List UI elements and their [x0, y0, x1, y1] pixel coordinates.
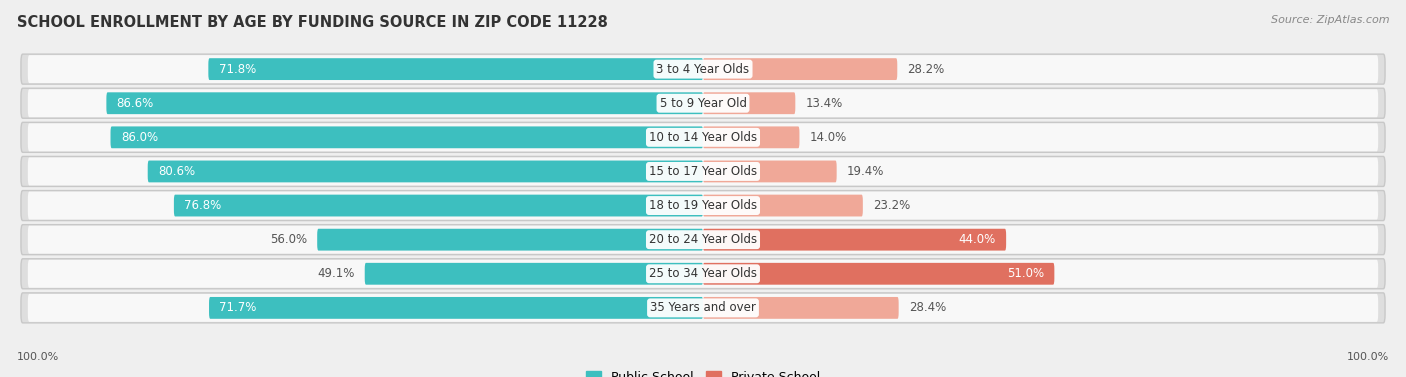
FancyBboxPatch shape — [28, 226, 1378, 254]
Text: 80.6%: 80.6% — [157, 165, 195, 178]
Text: 14.0%: 14.0% — [810, 131, 846, 144]
Text: 76.8%: 76.8% — [184, 199, 222, 212]
FancyBboxPatch shape — [703, 92, 796, 114]
Text: 86.6%: 86.6% — [117, 97, 155, 110]
FancyBboxPatch shape — [21, 122, 1385, 152]
FancyBboxPatch shape — [318, 229, 703, 251]
FancyBboxPatch shape — [21, 88, 1385, 118]
Text: 15 to 17 Year Olds: 15 to 17 Year Olds — [650, 165, 756, 178]
FancyBboxPatch shape — [703, 58, 897, 80]
Legend: Public School, Private School: Public School, Private School — [581, 366, 825, 377]
FancyBboxPatch shape — [21, 259, 1385, 289]
FancyBboxPatch shape — [364, 263, 703, 285]
Text: 28.4%: 28.4% — [910, 301, 946, 314]
Text: 51.0%: 51.0% — [1007, 267, 1045, 280]
FancyBboxPatch shape — [28, 260, 1378, 288]
FancyBboxPatch shape — [208, 58, 703, 80]
FancyBboxPatch shape — [111, 126, 703, 148]
FancyBboxPatch shape — [209, 297, 703, 319]
Text: 10 to 14 Year Olds: 10 to 14 Year Olds — [650, 131, 756, 144]
FancyBboxPatch shape — [28, 55, 1378, 83]
Text: 100.0%: 100.0% — [1347, 352, 1389, 362]
FancyBboxPatch shape — [21, 54, 1385, 84]
Text: 100.0%: 100.0% — [17, 352, 59, 362]
Text: 13.4%: 13.4% — [806, 97, 844, 110]
Text: 56.0%: 56.0% — [270, 233, 307, 246]
FancyBboxPatch shape — [703, 195, 863, 216]
FancyBboxPatch shape — [107, 92, 703, 114]
FancyBboxPatch shape — [28, 123, 1378, 151]
FancyBboxPatch shape — [28, 158, 1378, 185]
Text: Source: ZipAtlas.com: Source: ZipAtlas.com — [1271, 15, 1389, 25]
Text: 49.1%: 49.1% — [316, 267, 354, 280]
FancyBboxPatch shape — [703, 161, 837, 182]
FancyBboxPatch shape — [703, 297, 898, 319]
FancyBboxPatch shape — [28, 294, 1378, 322]
Text: 18 to 19 Year Olds: 18 to 19 Year Olds — [650, 199, 756, 212]
FancyBboxPatch shape — [703, 229, 1007, 251]
Text: 71.8%: 71.8% — [219, 63, 256, 76]
FancyBboxPatch shape — [148, 161, 703, 182]
Text: 19.4%: 19.4% — [846, 165, 884, 178]
Text: 86.0%: 86.0% — [121, 131, 157, 144]
Text: 3 to 4 Year Olds: 3 to 4 Year Olds — [657, 63, 749, 76]
Text: 5 to 9 Year Old: 5 to 9 Year Old — [659, 97, 747, 110]
Text: 35 Years and over: 35 Years and over — [650, 301, 756, 314]
FancyBboxPatch shape — [21, 156, 1385, 187]
Text: 71.7%: 71.7% — [219, 301, 257, 314]
Text: 20 to 24 Year Olds: 20 to 24 Year Olds — [650, 233, 756, 246]
FancyBboxPatch shape — [703, 126, 800, 148]
FancyBboxPatch shape — [703, 263, 1054, 285]
Text: 25 to 34 Year Olds: 25 to 34 Year Olds — [650, 267, 756, 280]
FancyBboxPatch shape — [28, 89, 1378, 117]
Text: 23.2%: 23.2% — [873, 199, 911, 212]
FancyBboxPatch shape — [174, 195, 703, 216]
Text: 44.0%: 44.0% — [959, 233, 995, 246]
FancyBboxPatch shape — [21, 190, 1385, 221]
FancyBboxPatch shape — [21, 293, 1385, 323]
Text: SCHOOL ENROLLMENT BY AGE BY FUNDING SOURCE IN ZIP CODE 11228: SCHOOL ENROLLMENT BY AGE BY FUNDING SOUR… — [17, 15, 607, 30]
FancyBboxPatch shape — [21, 225, 1385, 255]
Text: 28.2%: 28.2% — [908, 63, 945, 76]
FancyBboxPatch shape — [28, 192, 1378, 219]
